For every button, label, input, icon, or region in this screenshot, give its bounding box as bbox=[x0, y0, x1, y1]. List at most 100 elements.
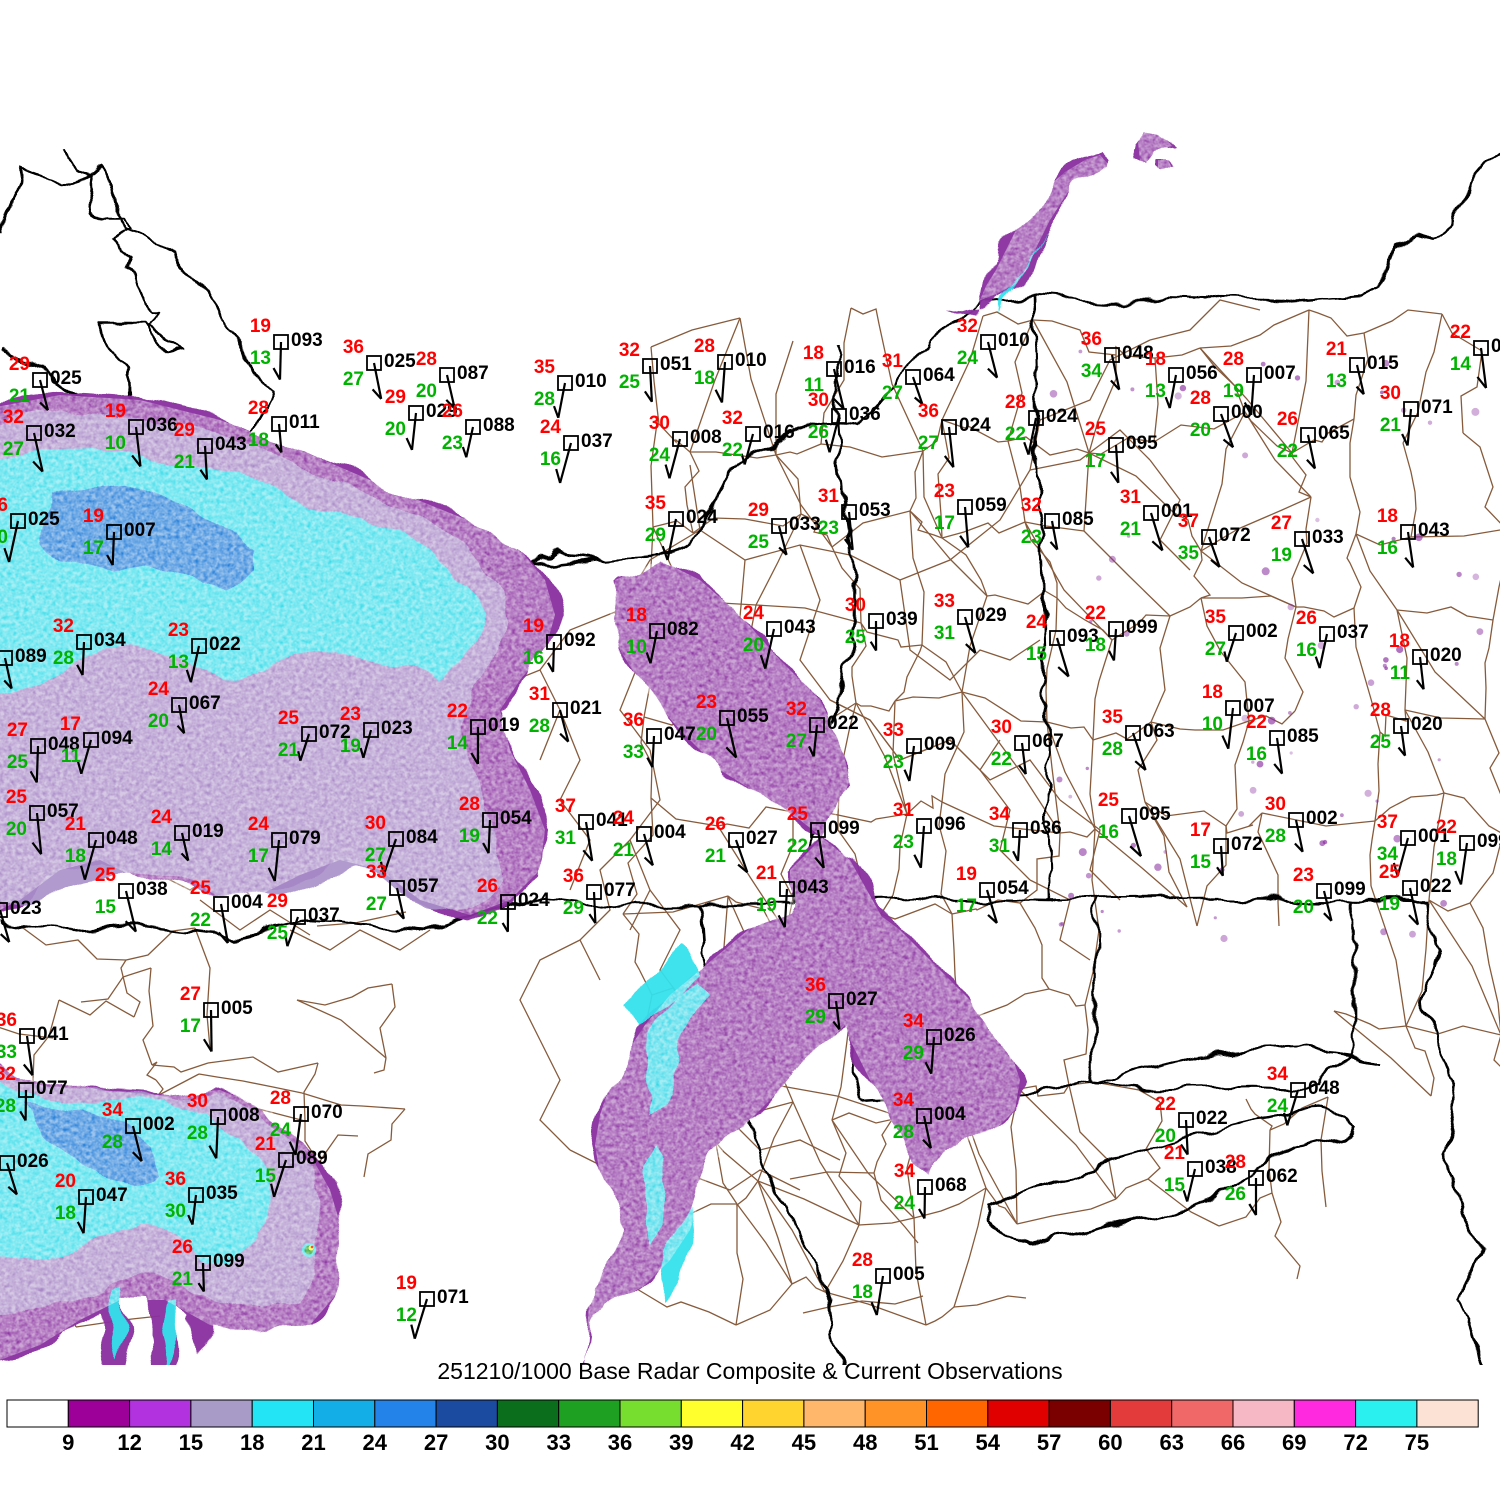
svg-text:45: 45 bbox=[792, 1430, 816, 1455]
svg-text:19: 19 bbox=[340, 736, 361, 757]
svg-text:072: 072 bbox=[1231, 834, 1263, 855]
svg-text:28: 28 bbox=[270, 1088, 291, 1109]
svg-text:21: 21 bbox=[1120, 519, 1142, 540]
svg-text:31: 31 bbox=[555, 828, 577, 849]
svg-text:071: 071 bbox=[437, 1287, 469, 1308]
svg-text:13: 13 bbox=[1145, 381, 1166, 402]
svg-text:21: 21 bbox=[1380, 415, 1402, 436]
svg-text:010: 010 bbox=[735, 350, 767, 371]
svg-text:079: 079 bbox=[289, 828, 321, 849]
svg-text:15: 15 bbox=[255, 1166, 277, 1187]
svg-text:008: 008 bbox=[228, 1105, 260, 1126]
svg-text:041: 041 bbox=[37, 1024, 69, 1045]
svg-text:12: 12 bbox=[396, 1305, 417, 1326]
svg-text:16: 16 bbox=[523, 648, 544, 669]
svg-text:21: 21 bbox=[705, 846, 727, 867]
svg-text:19: 19 bbox=[1379, 894, 1400, 915]
svg-text:20: 20 bbox=[1190, 420, 1211, 441]
svg-text:28: 28 bbox=[459, 794, 480, 815]
svg-text:30: 30 bbox=[991, 717, 1012, 738]
svg-text:22: 22 bbox=[1436, 817, 1457, 838]
svg-text:21: 21 bbox=[301, 1430, 325, 1455]
svg-text:054: 054 bbox=[997, 878, 1029, 899]
svg-text:24: 24 bbox=[1267, 1096, 1289, 1117]
svg-text:23: 23 bbox=[168, 620, 189, 641]
svg-text:30: 30 bbox=[485, 1430, 509, 1455]
svg-text:14: 14 bbox=[447, 733, 469, 754]
svg-text:023: 023 bbox=[10, 898, 42, 919]
svg-text:31: 31 bbox=[529, 684, 551, 705]
svg-text:48: 48 bbox=[853, 1430, 877, 1455]
svg-text:17: 17 bbox=[83, 538, 104, 559]
svg-text:35: 35 bbox=[1178, 543, 1200, 564]
svg-text:32: 32 bbox=[3, 407, 24, 428]
svg-text:24: 24 bbox=[649, 445, 671, 466]
svg-text:047: 047 bbox=[96, 1185, 128, 1206]
svg-text:27: 27 bbox=[7, 720, 28, 741]
svg-text:035: 035 bbox=[206, 1183, 238, 1204]
svg-text:022: 022 bbox=[827, 713, 859, 734]
svg-text:084: 084 bbox=[406, 827, 438, 848]
svg-text:28: 28 bbox=[53, 648, 74, 669]
svg-text:31: 31 bbox=[1120, 487, 1142, 508]
svg-text:27: 27 bbox=[786, 731, 807, 752]
svg-text:10: 10 bbox=[626, 637, 647, 658]
svg-text:16: 16 bbox=[540, 449, 561, 470]
svg-text:22: 22 bbox=[787, 836, 808, 857]
svg-text:36: 36 bbox=[623, 710, 644, 731]
svg-text:089: 089 bbox=[15, 646, 47, 667]
svg-text:025: 025 bbox=[50, 368, 82, 389]
svg-text:016: 016 bbox=[763, 422, 795, 443]
svg-text:16: 16 bbox=[1246, 744, 1267, 765]
svg-text:22: 22 bbox=[1450, 322, 1471, 343]
svg-text:043: 043 bbox=[1418, 520, 1450, 541]
svg-text:15: 15 bbox=[1164, 1175, 1186, 1196]
svg-text:25: 25 bbox=[619, 372, 641, 393]
svg-text:010: 010 bbox=[998, 330, 1030, 351]
svg-text:30: 30 bbox=[0, 527, 8, 548]
svg-text:20: 20 bbox=[55, 1171, 76, 1192]
svg-text:20: 20 bbox=[6, 819, 27, 840]
svg-text:022: 022 bbox=[1420, 876, 1452, 897]
svg-text:28: 28 bbox=[1102, 739, 1123, 760]
svg-text:20: 20 bbox=[743, 635, 764, 656]
svg-text:34: 34 bbox=[1267, 1064, 1289, 1085]
svg-text:072: 072 bbox=[1219, 525, 1251, 546]
svg-text:15: 15 bbox=[95, 897, 117, 918]
svg-text:27: 27 bbox=[3, 439, 24, 460]
svg-text:29: 29 bbox=[903, 1043, 924, 1064]
svg-text:34: 34 bbox=[989, 804, 1011, 825]
svg-text:062: 062 bbox=[1266, 1166, 1298, 1187]
svg-text:35: 35 bbox=[534, 357, 556, 378]
svg-text:28: 28 bbox=[1370, 700, 1391, 721]
svg-text:29: 29 bbox=[563, 898, 584, 919]
svg-text:18: 18 bbox=[1377, 506, 1398, 527]
svg-text:18: 18 bbox=[1202, 682, 1223, 703]
svg-text:28: 28 bbox=[534, 389, 555, 410]
svg-text:25: 25 bbox=[1379, 862, 1401, 883]
svg-text:007: 007 bbox=[1264, 363, 1296, 384]
svg-text:21: 21 bbox=[1326, 339, 1348, 360]
svg-text:25: 25 bbox=[1098, 790, 1120, 811]
svg-text:096: 096 bbox=[934, 814, 966, 835]
svg-text:22: 22 bbox=[447, 701, 468, 722]
svg-text:32: 32 bbox=[619, 340, 640, 361]
svg-text:007: 007 bbox=[124, 520, 156, 541]
svg-text:34: 34 bbox=[1081, 361, 1103, 382]
svg-text:32: 32 bbox=[957, 316, 978, 337]
svg-text:022: 022 bbox=[1196, 1108, 1228, 1129]
svg-text:42: 42 bbox=[730, 1430, 754, 1455]
svg-text:055: 055 bbox=[737, 706, 769, 727]
svg-text:033: 033 bbox=[1312, 527, 1344, 548]
svg-text:037: 037 bbox=[308, 905, 340, 926]
svg-text:72: 72 bbox=[1343, 1430, 1367, 1455]
svg-text:27: 27 bbox=[343, 369, 364, 390]
svg-text:26: 26 bbox=[705, 814, 726, 835]
svg-text:085: 085 bbox=[1287, 726, 1319, 747]
svg-text:19: 19 bbox=[1223, 381, 1244, 402]
svg-text:251210/1000 Base Radar Composi: 251210/1000 Base Radar Composite & Curre… bbox=[437, 1358, 1062, 1384]
svg-text:18: 18 bbox=[694, 368, 715, 389]
svg-text:095: 095 bbox=[1126, 433, 1158, 454]
svg-text:10: 10 bbox=[1202, 714, 1223, 735]
svg-text:28: 28 bbox=[1225, 1152, 1246, 1173]
